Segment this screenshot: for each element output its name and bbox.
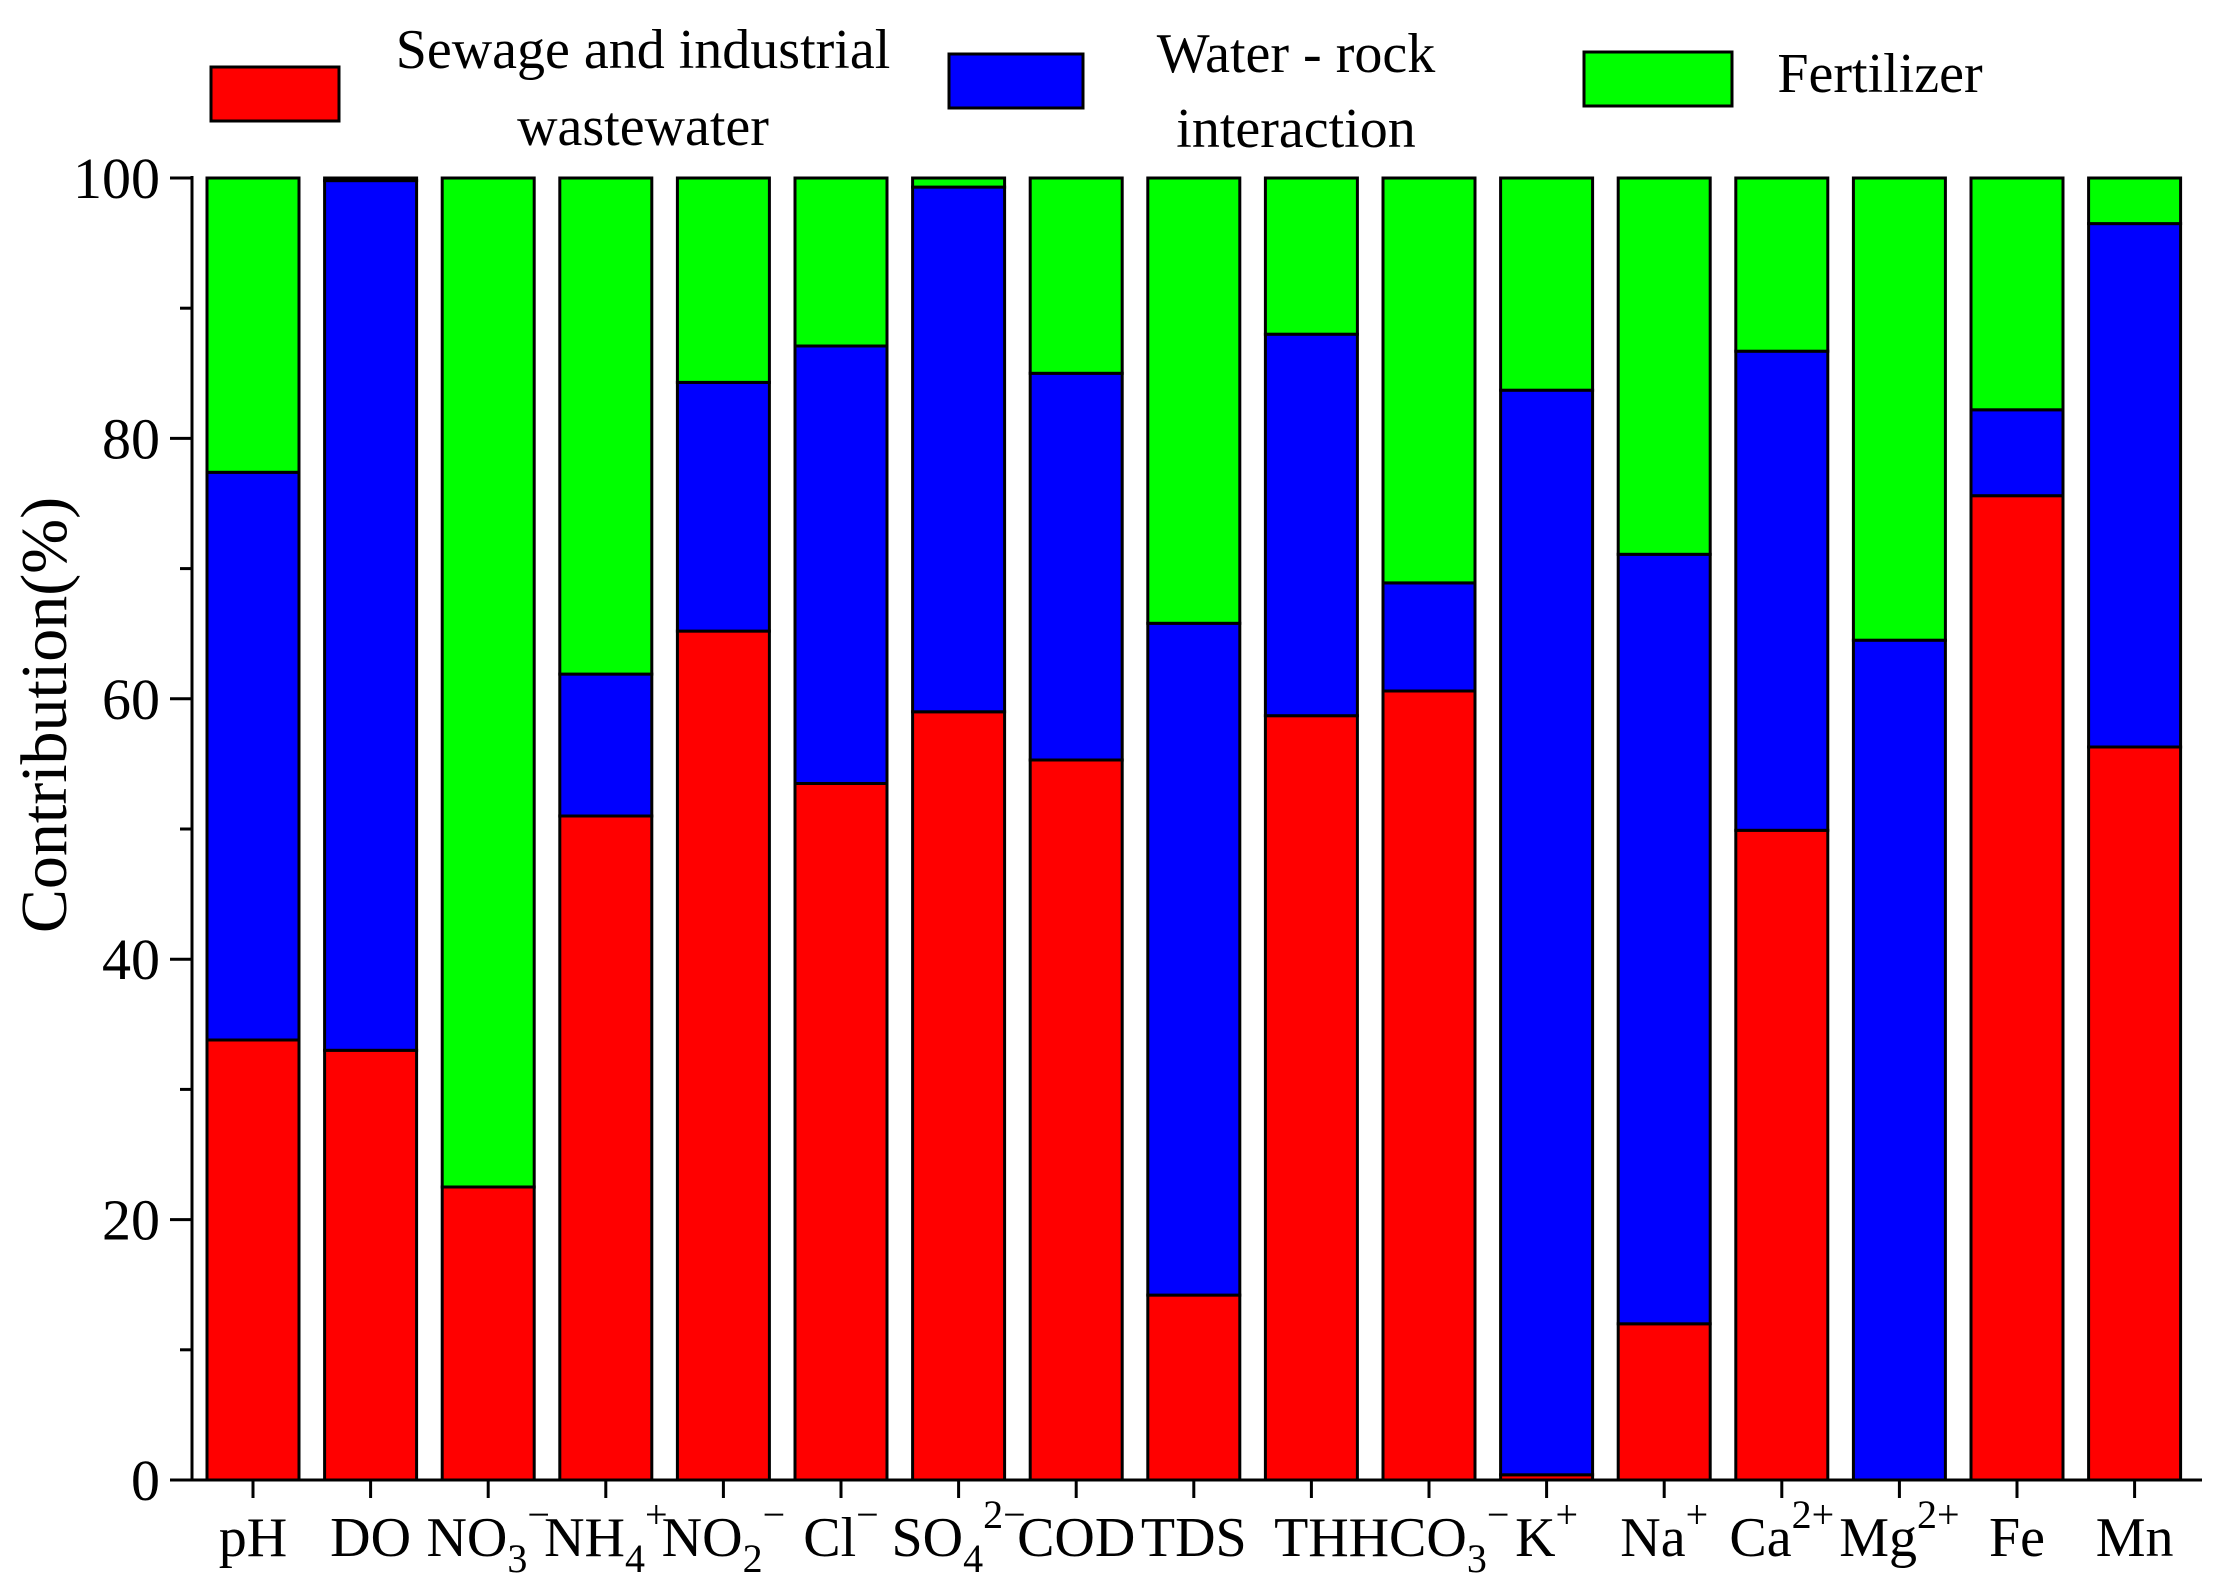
bar-fertilizer-16 — [2087, 176, 2183, 226]
bar-fertilizer-3 — [558, 176, 654, 676]
legend-label-1: Water - rock interaction — [1157, 23, 1435, 160]
legend-swatch-2 — [1582, 50, 1734, 108]
bar-water-10 — [1381, 581, 1477, 693]
y-axis-title: Contribution(%) — [8, 497, 81, 933]
bar-stacks — [205, 176, 2183, 1482]
x-tick-label: Mn — [2096, 1507, 2174, 1569]
bar-fertilizer-0 — [205, 176, 301, 474]
bar-fertilizer-4 — [675, 176, 771, 384]
x-tick-label: TDS — [1141, 1507, 1247, 1569]
x-tick-label: TH — [1274, 1507, 1349, 1569]
bar-fertilizer-1 — [323, 176, 419, 183]
bar-fertilizer-8 — [1146, 176, 1242, 625]
bar-fertilizer-6 — [911, 176, 1007, 189]
bar-fertilizer-9 — [1263, 176, 1359, 336]
bar-fertilizer-14 — [1851, 176, 1947, 642]
x-tick-label: pH — [219, 1507, 287, 1569]
x-tick-label: COD — [1017, 1507, 1135, 1569]
x-tick-label: NO2− — [662, 1492, 785, 1581]
bar-sewage-1 — [323, 1048, 419, 1482]
legend-label-2: Fertilizer — [1777, 43, 1983, 105]
bar-water-14 — [1851, 638, 1947, 1482]
bar-sewage-10 — [1381, 689, 1477, 1482]
bar-water-0 — [205, 470, 301, 1042]
legend-swatch-1 — [947, 52, 1085, 110]
legend-swatch-0 — [209, 65, 341, 123]
bar-sewage-0 — [205, 1038, 301, 1482]
bar-fertilizer-2 — [440, 176, 536, 1189]
bar-water-13 — [1734, 349, 1830, 832]
bar-sewage-3 — [558, 814, 654, 1482]
bar-water-15 — [1969, 408, 2065, 498]
bar-water-1 — [323, 179, 419, 1052]
bar-water-3 — [558, 672, 654, 818]
bar-sewage-6 — [911, 710, 1007, 1482]
y-tick-label: 40 — [102, 927, 160, 992]
x-tick-label: SO42− — [892, 1492, 1026, 1581]
bar-water-16 — [2087, 222, 2183, 749]
legend-label-0: Sewage and industrial wastewater — [396, 19, 891, 158]
x-tick-label: Na+ — [1620, 1492, 1708, 1569]
bar-fertilizer-15 — [1969, 176, 2065, 412]
bar-sewage-4 — [675, 629, 771, 1482]
y-tick-label: 60 — [102, 667, 160, 732]
bar-fertilizer-5 — [793, 176, 889, 348]
x-tick-label: Fe — [1989, 1507, 2045, 1569]
bar-sewage-15 — [1969, 494, 2065, 1482]
bar-fertilizer-11 — [1499, 176, 1595, 392]
x-tick-label: K+ — [1515, 1492, 1578, 1569]
y-tick-label: 0 — [131, 1448, 160, 1513]
bar-fertilizer-13 — [1734, 176, 1830, 353]
chart-legend: Sewage and industrial wastewater Water - r… — [209, 19, 1983, 160]
bar-sewage-2 — [440, 1185, 536, 1482]
bar-water-9 — [1263, 332, 1359, 718]
bar-water-8 — [1146, 621, 1242, 1297]
bar-water-11 — [1499, 388, 1595, 1477]
bar-water-4 — [675, 380, 771, 633]
bar-sewage-5 — [793, 781, 889, 1482]
bar-fertilizer-10 — [1381, 176, 1477, 585]
x-tick-label: DO — [330, 1507, 411, 1569]
bar-sewage-16 — [2087, 745, 2183, 1482]
x-tick-label: NO3− — [426, 1492, 549, 1581]
y-tick-label: 20 — [102, 1188, 160, 1253]
x-tick-label: Ca2+ — [1729, 1492, 1834, 1569]
y-tick-label: 100 — [73, 146, 160, 211]
bar-sewage-9 — [1263, 714, 1359, 1482]
bar-fertilizer-7 — [1028, 176, 1124, 375]
x-tick-label: NH4+ — [544, 1492, 667, 1581]
bar-sewage-7 — [1028, 758, 1124, 1482]
bar-sewage-12 — [1616, 1322, 1712, 1482]
x-tick-label: HCO3− — [1349, 1492, 1510, 1581]
bar-water-7 — [1028, 371, 1124, 762]
x-tick-label: Mg2+ — [1839, 1492, 1959, 1569]
bar-water-12 — [1616, 552, 1712, 1326]
bar-sewage-8 — [1146, 1293, 1242, 1482]
bar-water-5 — [793, 344, 889, 785]
bar-water-6 — [911, 185, 1007, 714]
bar-fertilizer-12 — [1616, 176, 1712, 556]
x-tick-label: Cl− — [803, 1492, 878, 1569]
bar-sewage-13 — [1734, 828, 1830, 1482]
y-tick-label: 80 — [102, 406, 160, 471]
